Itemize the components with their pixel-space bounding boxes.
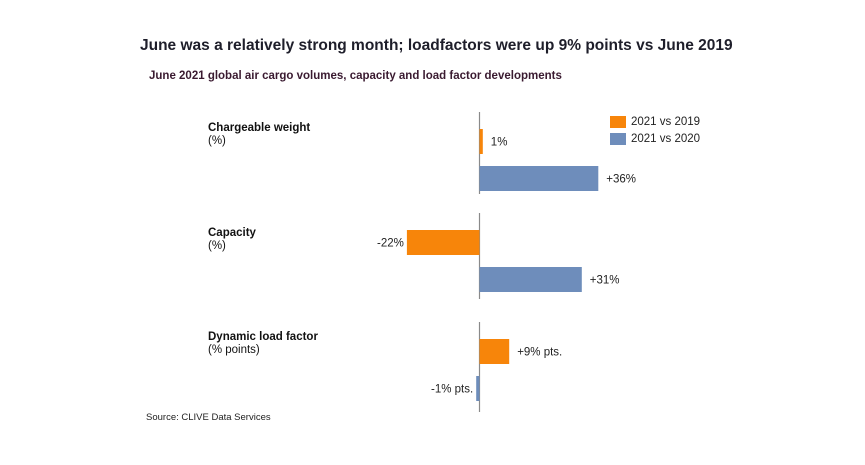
bar-orange [479, 339, 510, 364]
data-label: +36% [606, 174, 636, 186]
bar-orange [406, 230, 480, 255]
data-label: +9% pts. [517, 347, 562, 359]
category-name: Capacity [208, 227, 256, 239]
chart-title: June was a relatively strong month; load… [140, 37, 733, 54]
category-label-dynamic-load-factor: Dynamic load factor (% points) [208, 331, 318, 357]
category-label-chargeable-weight: Chargeable weight (%) [208, 122, 310, 148]
category-name: Chargeable weight [208, 122, 311, 134]
category-unit: (%) [208, 240, 226, 252]
legend: 2021 vs 2019 2021 vs 2020 [610, 113, 700, 147]
chart-subtitle: June 2021 global air cargo volumes, capa… [149, 70, 562, 82]
legend-label: 2021 vs 2019 [631, 115, 701, 128]
bar-blue [476, 376, 480, 401]
legend-item-2021-vs-2020: 2021 vs 2020 [610, 130, 700, 147]
category-unit: (% points) [208, 344, 260, 356]
category-label-capacity: Capacity (%) [208, 227, 256, 253]
source-note: Source: CLIVE Data Services [146, 412, 271, 423]
data-label: -22% [377, 238, 404, 250]
legend-swatch-blue [610, 132, 626, 145]
legend-item-2021-vs-2019: 2021 vs 2019 [610, 113, 700, 130]
bar-orange [479, 129, 483, 154]
category-unit: (%) [208, 135, 226, 147]
legend-label: 2021 vs 2020 [631, 132, 701, 145]
bar-blue [479, 267, 582, 292]
bar-blue [479, 166, 599, 191]
legend-swatch-orange [610, 115, 626, 128]
category-name: Dynamic load factor [208, 331, 318, 343]
data-label: -1% pts. [431, 384, 473, 396]
data-label: +31% [590, 275, 620, 287]
data-label: 1% [491, 137, 508, 149]
